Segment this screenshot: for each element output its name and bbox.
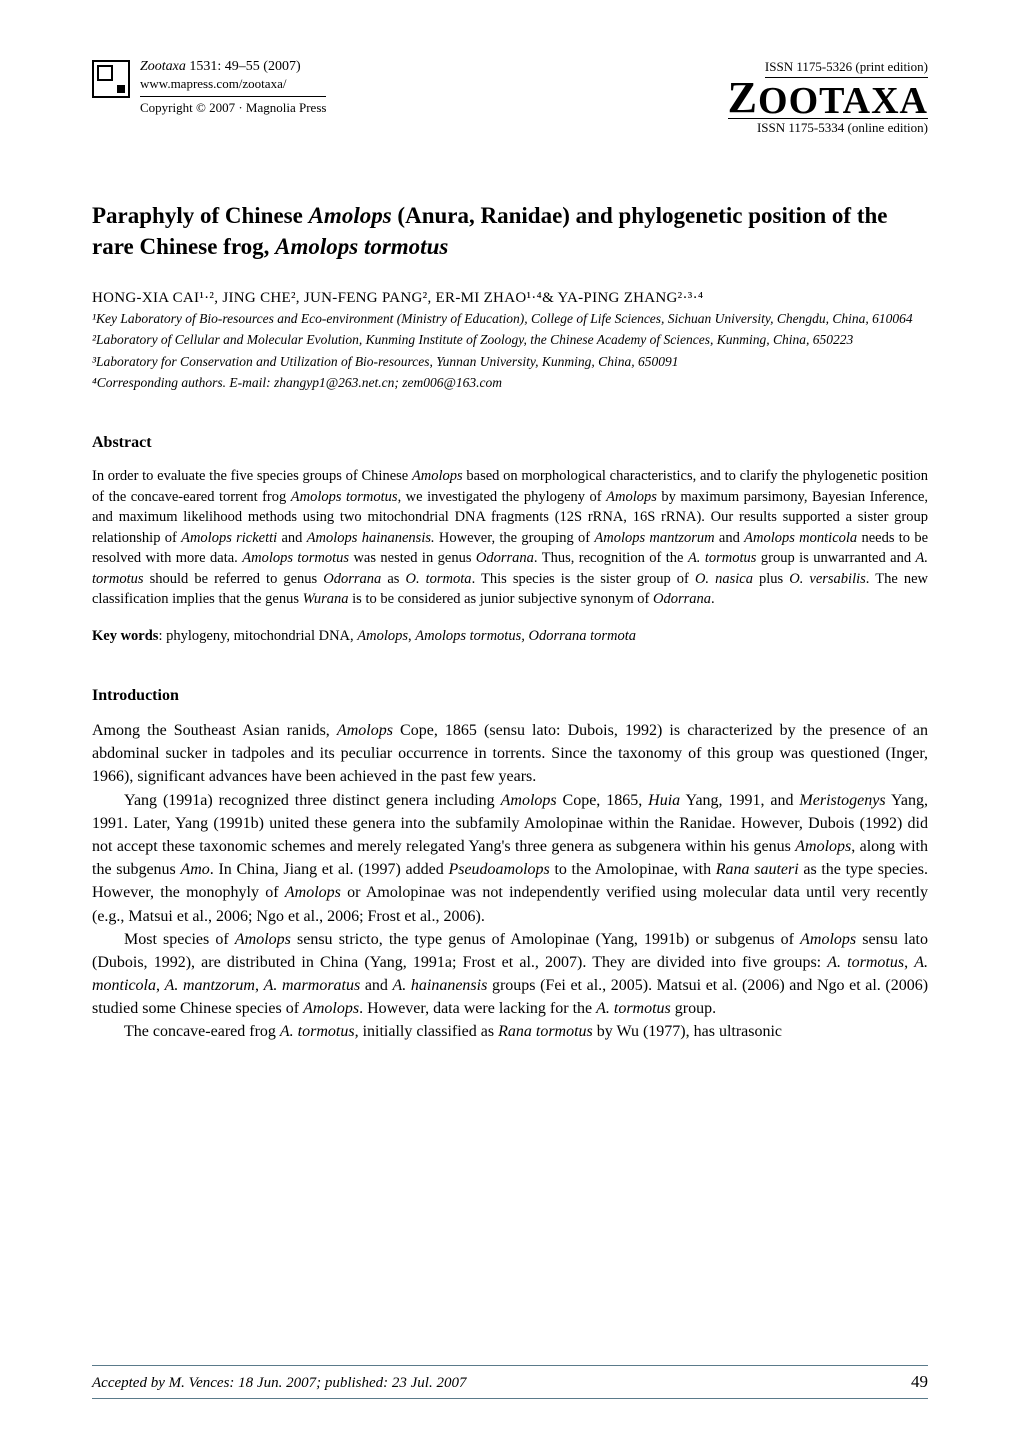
- journal-url: www.mapress.com/zootaxa/: [140, 76, 326, 92]
- introduction-body: Among the Southeast Asian ranids, Amolop…: [92, 719, 928, 1044]
- abstract-body: In order to evaluate the five species gr…: [92, 466, 928, 610]
- journal-volume: 1531: 49–55 (2007): [186, 59, 301, 74]
- keywords-text: : phylogeny, mitochondrial DNA, Amolops,…: [158, 628, 636, 644]
- title-italic-1: Amolops: [309, 203, 392, 228]
- issn-print: ISSN 1175-5326 (print edition): [765, 59, 928, 78]
- title-part-1: Paraphyly of Chinese: [92, 203, 309, 228]
- accepted-line: Accepted by M. Vences: 18 Jun. 2007; pub…: [92, 1375, 466, 1392]
- intro-p4: The concave-eared frog A. tormotus, init…: [92, 1020, 928, 1043]
- keywords-label: Key words: [92, 628, 158, 644]
- page-footer: Accepted by M. Vences: 18 Jun. 2007; pub…: [92, 1365, 928, 1399]
- introduction-heading: Introduction: [92, 687, 928, 705]
- copyright: Copyright © 2007 · Magnolia Press: [140, 96, 326, 116]
- affiliation-4: ⁴Corresponding authors. E-mail: zhangyp1…: [92, 374, 928, 392]
- header-left: Zootaxa 1531: 49–55 (2007) www.mapress.c…: [92, 58, 326, 116]
- article-title: Paraphyly of Chinese Amolops (Anura, Ran…: [92, 200, 928, 262]
- intro-p2: Yang (1991a) recognized three distinct g…: [92, 789, 928, 928]
- affiliation-3: ³Laboratory for Conservation and Utiliza…: [92, 353, 928, 371]
- qr-icon: [92, 60, 130, 98]
- footer-rule-bottom: [92, 1398, 928, 1399]
- header-right: ISSN 1175-5326 (print edition) ZOOTAXA I…: [728, 58, 928, 136]
- journal-info: Zootaxa 1531: 49–55 (2007) www.mapress.c…: [140, 58, 326, 116]
- intro-p3: Most species of Amolops sensu stricto, t…: [92, 928, 928, 1021]
- authors-line: HONG-XIA CAI¹·², JING CHE², JUN-FENG PAN…: [92, 290, 928, 307]
- journal-citation: Zootaxa 1531: 49–55 (2007): [140, 58, 326, 76]
- affiliation-1: ¹Key Laboratory of Bio-resources and Eco…: [92, 310, 928, 328]
- affiliation-2: ²Laboratory of Cellular and Molecular Ev…: [92, 331, 928, 349]
- intro-p1: Among the Southeast Asian ranids, Amolop…: [92, 719, 928, 789]
- journal-name: Zootaxa: [140, 59, 186, 74]
- issn-online: ISSN 1175-5334 (online edition): [728, 118, 928, 136]
- footer-rule-top: [92, 1365, 928, 1366]
- journal-header: Zootaxa 1531: 49–55 (2007) www.mapress.c…: [92, 58, 928, 136]
- abstract-heading: Abstract: [92, 434, 928, 452]
- zootaxa-logo: ZOOTAXA: [728, 76, 928, 120]
- keywords: Key words: phylogeny, mitochondrial DNA,…: [92, 628, 928, 645]
- page-number: 49: [911, 1372, 928, 1392]
- title-italic-2: Amolops tormotus: [275, 234, 448, 259]
